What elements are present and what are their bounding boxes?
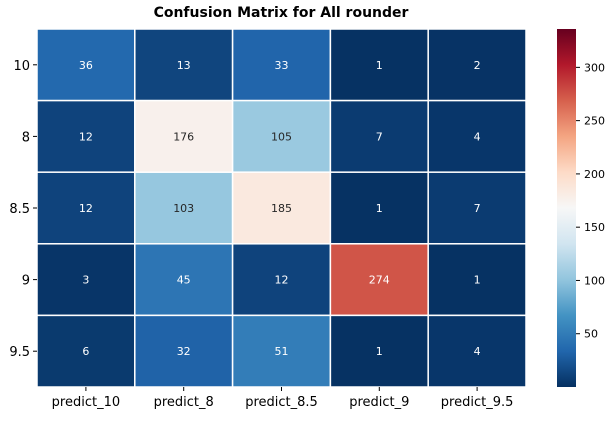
heatmap-cell: [427, 243, 527, 317]
cell-value-label: 13: [177, 59, 191, 72]
colorbar-tick-label: 300: [584, 61, 605, 74]
heatmap-cell: [134, 28, 234, 102]
cell-value-label: 33: [275, 59, 289, 72]
y-axis-tick-label: 10: [13, 59, 30, 74]
cell-value-label: 12: [275, 274, 289, 287]
heatmap-cell: [231, 243, 332, 317]
cell-value-label: 45: [177, 274, 191, 287]
colorbar-tick-label: 150: [584, 221, 605, 234]
cell-value-label: 103: [173, 202, 194, 215]
cell-value-label: 1: [376, 345, 383, 358]
y-axis-tick-labels: 10 8 8.5 9 9.5: [9, 59, 37, 360]
heatmap-cell: [231, 99, 332, 173]
cell-value-label: 274: [369, 274, 390, 287]
colorbar-tick-label: 50: [584, 328, 598, 341]
cell-value-label: 4: [474, 345, 481, 358]
heatmap-cell: [329, 171, 429, 245]
heatmap-cell: [231, 314, 332, 388]
cell-value-label: 176: [173, 130, 194, 143]
cell-value-label: 2: [474, 59, 481, 72]
x-axis-tick-label: predict_10: [52, 395, 120, 410]
heatmap-cell: [134, 314, 234, 388]
heatmap-cell: [36, 28, 136, 102]
y-axis-tick-label: 8.5: [9, 202, 30, 217]
chart-title: Confusion Matrix for All rounder: [154, 5, 409, 21]
heatmap-cells: 36 13 33 1 212 176 105 7 412 103 185 1 73 45 12 274 16 32…: [36, 28, 527, 388]
cell-value-label: 12: [79, 130, 93, 143]
x-axis-tick-label: predict_9: [349, 395, 409, 410]
cell-value-label: 105: [271, 130, 292, 143]
heatmap-cell: [36, 314, 136, 388]
y-axis-tick-label: 9: [22, 274, 30, 289]
cell-value-label: 1: [474, 274, 481, 287]
heatmap-cell: [329, 243, 429, 317]
x-axis-tick-labels: predict_10 predict_8 predict_8.5 predict_9 p…: [52, 387, 514, 410]
colorbar-tick-label: 200: [584, 168, 605, 181]
y-axis-tick-label: 8: [22, 130, 30, 145]
cell-value-label: 185: [271, 202, 292, 215]
cell-value-label: 3: [82, 274, 89, 287]
colorbar-tick-label: 100: [584, 274, 605, 287]
cell-value-label: 1: [376, 59, 383, 72]
cell-value-label: 7: [474, 202, 481, 215]
cell-value-label: 7: [376, 130, 383, 143]
heatmap-cell: [427, 99, 527, 173]
colorbar-gradient: [557, 29, 576, 387]
x-axis-tick-label: predict_8: [154, 395, 214, 410]
colorbar: 50 100 150 200 250 300: [557, 29, 605, 387]
colorbar-tick-label: 250: [584, 115, 605, 128]
cell-value-label: 4: [474, 130, 481, 143]
cell-value-label: 6: [82, 345, 89, 358]
heatmap-cell: [134, 243, 234, 317]
heatmap-cell: [134, 171, 234, 245]
x-axis-tick-label: predict_9.5: [441, 395, 514, 410]
cell-value-label: 1: [376, 202, 383, 215]
heatmap-cell: [231, 28, 332, 102]
cell-value-label: 12: [79, 202, 93, 215]
cell-value-label: 51: [275, 345, 289, 358]
cell-value-label: 32: [177, 345, 191, 358]
cell-value-label: 36: [79, 59, 93, 72]
heatmap-cell: [427, 314, 527, 388]
x-axis-tick-label: predict_8.5: [245, 395, 318, 410]
y-axis-tick-label: 9.5: [9, 345, 30, 360]
